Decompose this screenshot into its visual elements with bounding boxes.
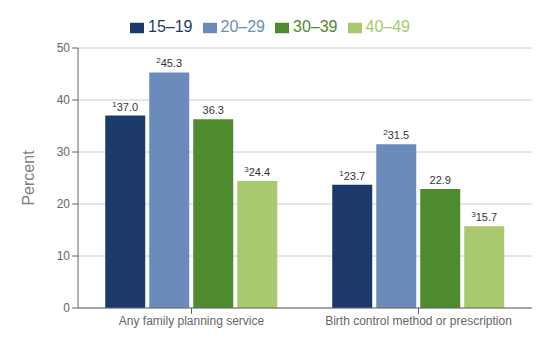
svg-text:50: 50 [57,41,71,55]
svg-text:123.7: 123.7 [339,169,365,182]
svg-text:Birth control method or prescr: Birth control method or prescription [325,314,512,328]
html-text:20–29: 20–29 [220,18,265,35]
svg-text:Any family planning service: Any family planning service [119,314,265,328]
svg-text:Percent: Percent [20,150,37,206]
svg-text:245.3: 245.3 [156,56,182,69]
svg-text:10: 10 [57,249,71,263]
html-text:40–49: 40–49 [365,18,410,35]
svg-text:231.5: 231.5 [383,128,409,141]
svg-text:40: 40 [57,93,71,107]
svg-text:36.3: 36.3 [203,104,224,116]
svg-text:315.7: 315.7 [471,210,497,223]
svg-text:30: 30 [57,145,71,159]
html-text:15–19: 15–19 [148,18,193,35]
svg-text:0: 0 [63,301,70,315]
html-text:30–39: 30–39 [293,18,338,35]
svg-text:20: 20 [57,197,71,211]
svg-text:324.4: 324.4 [244,165,270,178]
svg-text:22.9: 22.9 [430,174,451,186]
svg-text:137.0: 137.0 [112,100,138,113]
